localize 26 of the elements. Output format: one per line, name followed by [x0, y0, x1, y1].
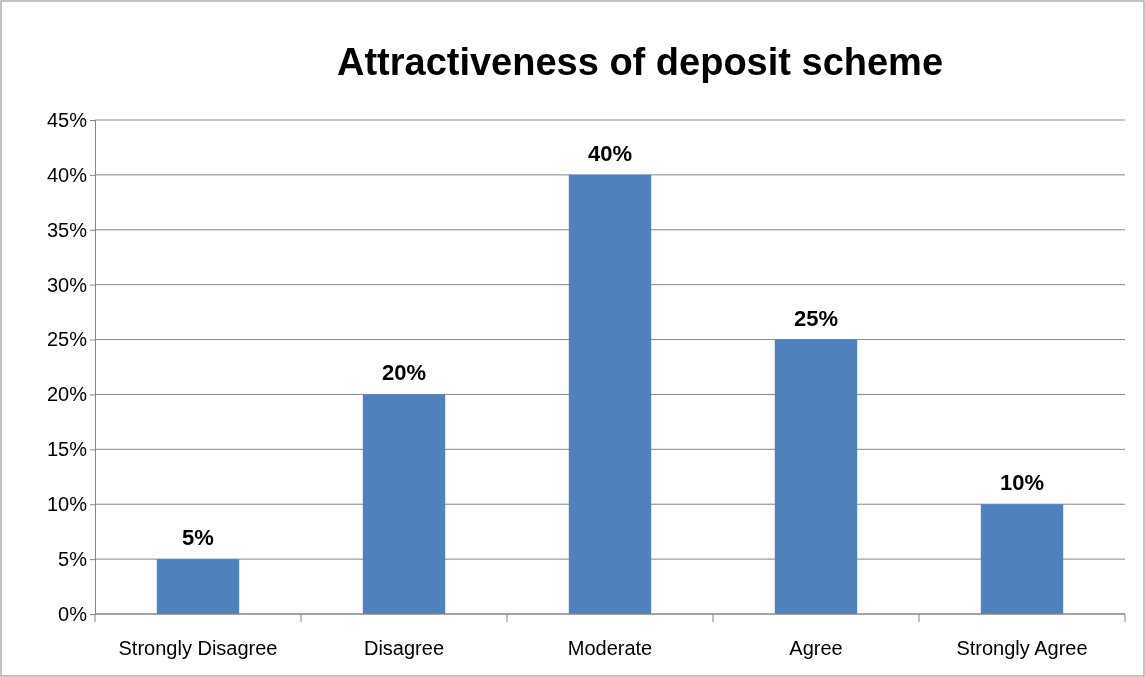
data-label: 5%	[182, 525, 214, 551]
bar	[568, 174, 652, 614]
bar	[774, 339, 858, 614]
bar	[980, 504, 1064, 614]
y-tick-label: 25%	[46, 328, 88, 351]
data-label: 20%	[381, 360, 427, 386]
data-label: 10%	[999, 470, 1045, 496]
x-tick-label: Agree	[789, 637, 843, 659]
x-tick-label: Moderate	[567, 637, 653, 659]
data-label: 25%	[793, 305, 839, 331]
y-tick-label: 20%	[46, 383, 88, 406]
bar	[156, 559, 240, 614]
x-tick-label: Strongly Disagree	[118, 637, 278, 659]
y-tick-label: 35%	[46, 218, 88, 241]
y-tick-label: 5%	[58, 548, 88, 571]
x-tick-label: Disagree	[363, 637, 445, 659]
y-tick-label: 30%	[46, 273, 88, 296]
y-tick-label: 0%	[58, 602, 88, 625]
x-tick-label: Strongly Agree	[956, 637, 1088, 659]
bar	[362, 394, 446, 614]
data-label: 40%	[587, 140, 633, 166]
y-tick-label: 40%	[46, 163, 88, 186]
chart-title: Attractiveness of deposit scheme	[336, 41, 944, 83]
y-tick-label: 10%	[46, 493, 88, 516]
y-tick-label: 45%	[46, 108, 88, 131]
y-tick-label: 15%	[46, 438, 88, 461]
